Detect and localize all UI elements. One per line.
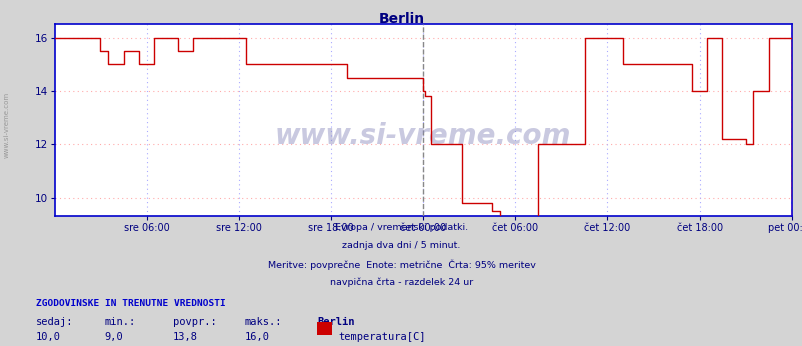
Text: 13,8: 13,8 [172,332,197,342]
Text: www.si-vreme.com: www.si-vreme.com [3,91,10,158]
Text: Meritve: povprečne  Enote: metrične  Črta: 95% meritev: Meritve: povprečne Enote: metrične Črta:… [267,259,535,270]
Text: sedaj:: sedaj: [36,317,74,327]
Text: maks.:: maks.: [245,317,282,327]
Text: Berlin: Berlin [378,12,424,26]
Text: povpr.:: povpr.: [172,317,216,327]
Text: temperatura[C]: temperatura[C] [338,332,425,342]
Text: 10,0: 10,0 [36,332,61,342]
Text: Berlin: Berlin [317,317,354,327]
Text: ZGODOVINSKE IN TRENUTNE VREDNOSTI: ZGODOVINSKE IN TRENUTNE VREDNOSTI [36,299,225,308]
Text: www.si-vreme.com: www.si-vreme.com [274,121,571,149]
Text: Evropa / vremenski podatki.: Evropa / vremenski podatki. [334,223,468,232]
Text: navpična črta - razdelek 24 ur: navpična črta - razdelek 24 ur [330,277,472,286]
Text: min.:: min.: [104,317,136,327]
Text: zadnja dva dni / 5 minut.: zadnja dva dni / 5 minut. [342,241,460,250]
Text: 16,0: 16,0 [245,332,269,342]
Text: 9,0: 9,0 [104,332,123,342]
